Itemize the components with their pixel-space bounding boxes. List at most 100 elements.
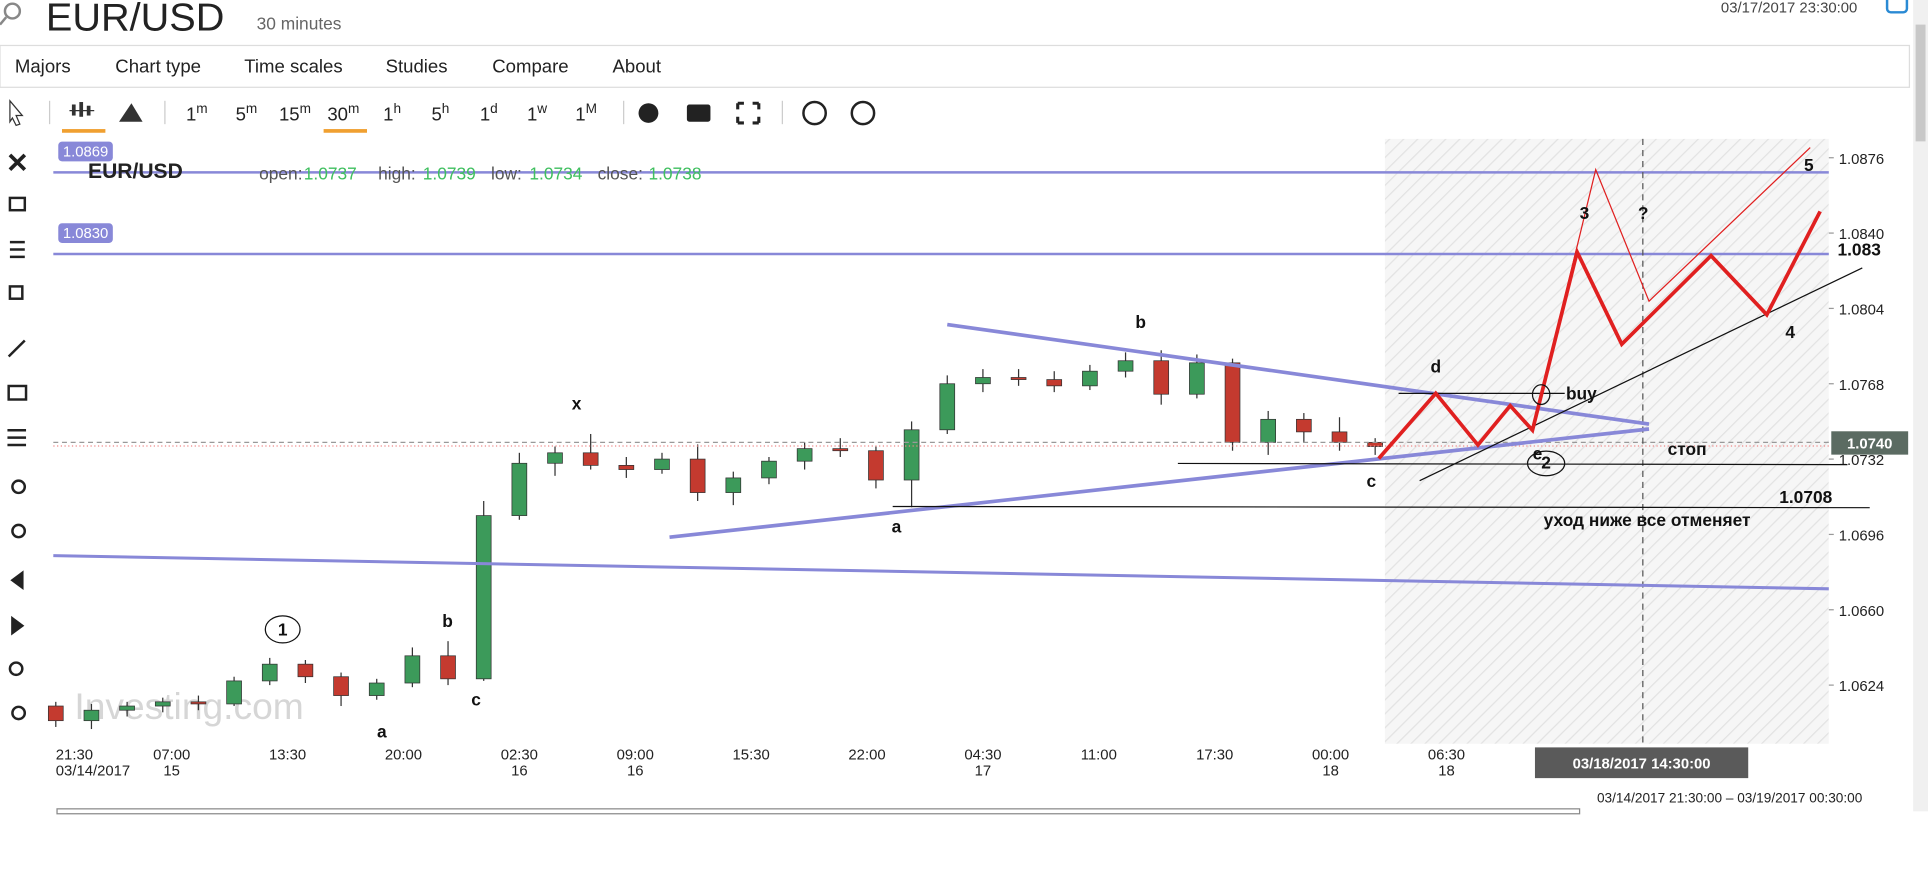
menu-item[interactable]: Time scales [244, 56, 342, 77]
timeframe-unit: m [348, 101, 359, 116]
timeframe-unit: h [442, 101, 450, 116]
annotation: d [1430, 357, 1441, 377]
scrollbar[interactable] [1913, 0, 1928, 812]
menu-item[interactable]: About [612, 56, 661, 77]
cloud-download-icon[interactable] [802, 100, 827, 126]
scroll-thumb[interactable] [1915, 24, 1926, 142]
candle-body [333, 676, 349, 696]
pointer-icon[interactable] [9, 99, 24, 127]
timeframe[interactable]: 5h [431, 101, 449, 124]
timeframe-number: 5 [431, 104, 441, 125]
trend-line [53, 554, 1829, 591]
close-icon[interactable] [8, 153, 27, 171]
timeframe[interactable]: 30m [327, 101, 359, 124]
candle-body [1153, 360, 1170, 395]
candle-body [832, 448, 849, 452]
magnet-icon[interactable] [8, 661, 24, 677]
play-icon[interactable] [11, 615, 25, 636]
candle-body [475, 515, 492, 680]
candle-body [582, 452, 599, 466]
annotation: buy [1566, 384, 1597, 404]
candle-body [761, 460, 777, 479]
annotation: a [377, 722, 387, 742]
fullscreen-icon[interactable] [736, 101, 761, 125]
tool-icon[interactable] [8, 285, 24, 300]
cloud-upload-icon[interactable] [850, 100, 876, 126]
speaker-icon[interactable] [10, 570, 24, 591]
zoom-out-icon[interactable] [11, 523, 27, 539]
lines-tool-icon[interactable] [7, 429, 27, 447]
candle-body [975, 377, 991, 385]
x-tick-date: 16 [511, 764, 528, 780]
y-tick-label: 1.0660 [1839, 604, 1884, 620]
timeframe[interactable]: 15m [279, 101, 311, 124]
candle-body [1331, 431, 1348, 443]
menu-item[interactable]: Chart type [115, 56, 201, 77]
menu-item[interactable]: Majors [15, 56, 71, 77]
search-icon[interactable] [0, 2, 22, 26]
x-tick-label: 17:30 [1196, 748, 1233, 764]
x-tick-label: 15:30 [733, 748, 770, 764]
x-tick-label: 13:30 [269, 748, 306, 764]
annotation: стоп [1668, 439, 1707, 459]
calendar-icon[interactable] [1885, 0, 1909, 14]
navigator[interactable] [56, 808, 1581, 815]
x-tick-label: 21:30 [56, 748, 93, 764]
y-tick-label: 1.0804 [1839, 303, 1884, 319]
annotation: 5 [1804, 155, 1814, 175]
timeframe[interactable]: 1w [527, 101, 547, 124]
x-tick-date: 15 [163, 764, 180, 780]
candle-body [511, 462, 528, 516]
candle-body [1046, 379, 1063, 387]
timeframe[interactable]: 1d [480, 101, 498, 124]
annotation: 1 [278, 620, 288, 640]
toolbar [0, 90, 1910, 136]
candle-body [939, 383, 956, 431]
level-line [1177, 462, 1848, 466]
candle-body [689, 458, 706, 493]
x-tick-date: 17 [975, 764, 992, 780]
timeframe[interactable]: 1m [186, 101, 208, 124]
line-tool-icon[interactable] [7, 339, 26, 358]
menu-item[interactable]: Compare [492, 56, 568, 77]
candle-body [547, 452, 563, 464]
annotation: 1.083 [1837, 240, 1880, 260]
x-tick-date: 18 [1322, 764, 1339, 780]
area-icon[interactable] [119, 103, 143, 122]
symbol: EUR/USD [46, 0, 225, 40]
crosshair-tag [1534, 747, 1749, 779]
timeframe[interactable]: 1M [575, 101, 597, 124]
timeframe-number: 30 [327, 104, 348, 125]
legend-symbol: EUR/USD [88, 160, 183, 183]
search-tool-icon[interactable] [11, 705, 27, 721]
candles-icon[interactable] [69, 102, 95, 117]
tool-icon[interactable] [8, 196, 27, 212]
circle-mark [1526, 450, 1566, 477]
x-tick-label: 02:30 [501, 748, 538, 764]
timeframe[interactable]: 1h [383, 101, 401, 124]
rect-tool-icon[interactable] [7, 384, 28, 401]
price-line-tag [58, 141, 113, 162]
ohlc-value: 1.0734 [529, 164, 582, 184]
camera-icon[interactable] [686, 104, 711, 122]
timeframe[interactable]: 5m [236, 101, 258, 124]
timeframe-unit: m [300, 101, 311, 116]
tool-icon[interactable] [9, 240, 25, 259]
y-tick-label: 1.0696 [1839, 529, 1884, 545]
diagonal-line [1419, 267, 1863, 482]
candle-body [1082, 370, 1098, 387]
trend-line [946, 322, 1650, 426]
y-tick-label: 1.0768 [1839, 378, 1884, 394]
annotation: x [572, 393, 582, 413]
zoom-in-icon[interactable] [11, 479, 27, 495]
candle-body [297, 663, 314, 678]
annotation: c [471, 690, 481, 710]
timeframe-unit: m [246, 101, 257, 116]
settings-icon[interactable] [638, 103, 659, 123]
candle-body [261, 663, 278, 682]
annotation: уход ниже все отменяет [1544, 510, 1751, 530]
annotation: c [1366, 471, 1376, 491]
timeframe-unit: m [196, 101, 207, 116]
menu-item[interactable]: Studies [386, 56, 448, 77]
x-tick-label: 04:30 [964, 748, 1001, 764]
